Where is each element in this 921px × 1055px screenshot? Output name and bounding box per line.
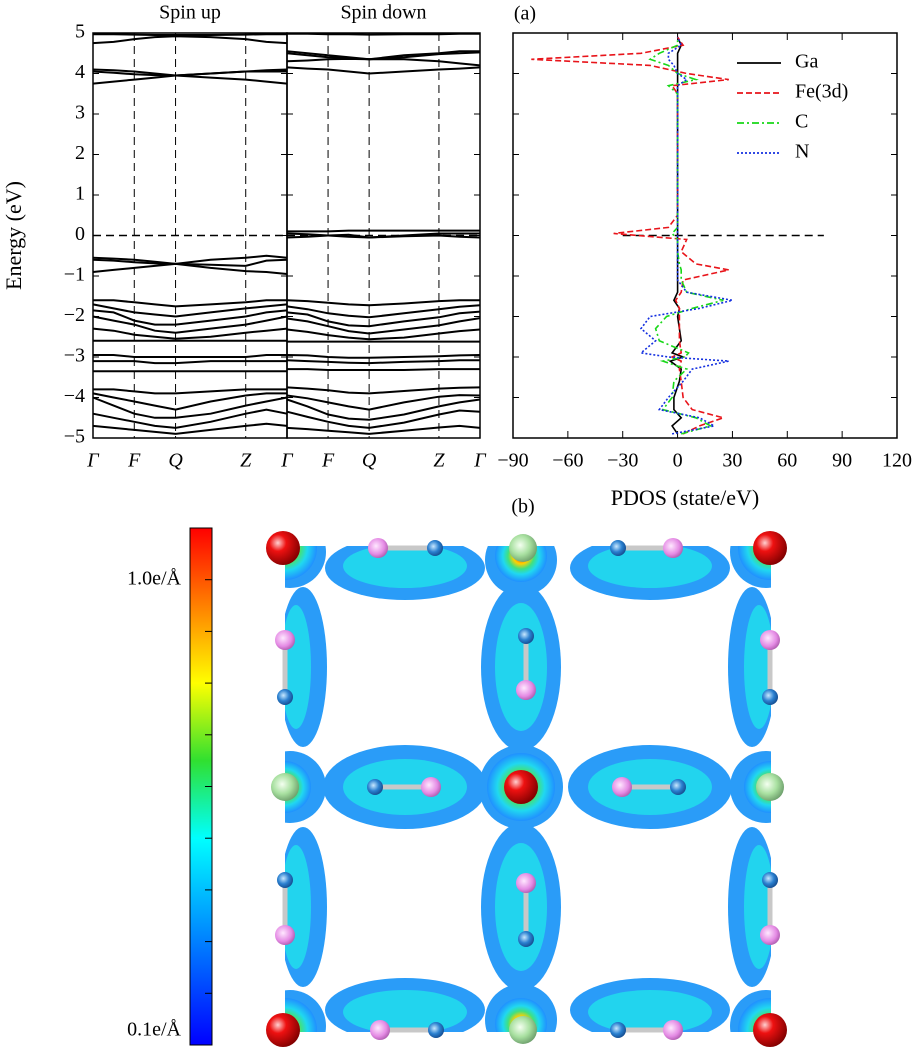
x-tick-label: 30 (722, 450, 742, 472)
band (286, 359, 480, 365)
x-tick-label: 60 (777, 450, 797, 472)
y-tick-label: 1 (75, 183, 85, 205)
legend-label: Fe(3d) (795, 81, 848, 103)
y-tick-label: 0 (75, 223, 85, 245)
legend-label: Ga (795, 51, 818, 73)
colorbar-axis: 0.1e/Å 1.0e/Å (b) (127, 496, 535, 1046)
panel-label: (a) (514, 3, 536, 25)
panel-label: (b) (511, 496, 534, 518)
panel-title: Spin up (159, 2, 221, 24)
x-tick-label: 120 (882, 450, 912, 472)
legend-label: C (795, 111, 808, 133)
band (92, 70, 287, 85)
colorbar (190, 528, 212, 1045)
atom-balls (266, 531, 787, 1047)
x-tick-label: Q (168, 450, 183, 472)
band (286, 310, 481, 328)
band (93, 360, 287, 365)
band (92, 35, 288, 45)
band (92, 396, 288, 419)
band (286, 233, 481, 239)
x-tick-label: Γ (280, 450, 294, 472)
band (286, 354, 481, 359)
band (92, 303, 288, 318)
band (92, 422, 288, 435)
x-tick-label: F (127, 450, 141, 472)
band (286, 328, 481, 341)
x-tick-label: Q (362, 450, 377, 472)
band (287, 229, 480, 233)
pdos-line (639, 36, 733, 435)
band (93, 388, 287, 395)
y-tick-label: −3 (64, 345, 85, 367)
y-tick-label: −4 (64, 385, 85, 407)
band (286, 317, 481, 335)
x-tick-label: 0 (673, 450, 683, 472)
y-tick-label: −5 (64, 426, 85, 448)
x-tick-label: −30 (607, 450, 638, 472)
charts: −5 −4 −3 −2 −1 0 1 2 3 4 5 Γ F Q Z Γ Spin up Energy (eV) F… (1, 2, 912, 510)
colorbar-tick-label: 1.0e/Å (127, 567, 181, 589)
pdos-line (668, 36, 686, 435)
y-tick-label: 3 (75, 102, 85, 124)
x-tick-label: 90 (832, 450, 852, 472)
y-tick-label: 4 (75, 61, 85, 83)
x-tick-label: Z (240, 450, 252, 472)
band (286, 386, 481, 395)
band (92, 392, 287, 411)
band (286, 424, 481, 435)
x-tick-label: Z (433, 450, 445, 472)
pdos-line (648, 37, 724, 435)
band (286, 394, 481, 411)
band (92, 262, 288, 275)
band (92, 70, 288, 85)
x-tick-label: −60 (552, 450, 583, 472)
band (92, 327, 288, 340)
band (286, 299, 480, 307)
colorbar-tick-label: 0.1e/Å (127, 1019, 181, 1041)
band (93, 33, 287, 36)
x-tick-label: −90 (497, 450, 528, 472)
x-tick-label: F (321, 450, 335, 472)
y-tick-label: −2 (64, 304, 85, 326)
band (92, 315, 288, 334)
band (286, 409, 481, 429)
y-tick-label: −1 (64, 264, 85, 286)
panel-title: Spin down (340, 2, 426, 24)
band (92, 408, 288, 429)
band (93, 299, 287, 308)
band (286, 66, 481, 75)
x-tick-label: Γ (473, 450, 487, 472)
pdos-line (531, 36, 729, 435)
legend-label: N (795, 141, 809, 163)
colorbar-frame (189, 527, 213, 1046)
x-tick-label: Γ (86, 450, 100, 472)
y-axis-label: Energy (eV) (1, 181, 26, 290)
y-tick-label: 2 (75, 142, 85, 164)
y-tick-label: 5 (75, 21, 85, 43)
band (287, 368, 480, 371)
band (286, 304, 481, 319)
band (287, 32, 480, 36)
band (92, 258, 288, 267)
band (93, 354, 287, 358)
band (286, 398, 481, 421)
x-axis-label: PDOS (state/eV) (611, 485, 759, 510)
band (92, 309, 288, 326)
band (286, 51, 481, 63)
